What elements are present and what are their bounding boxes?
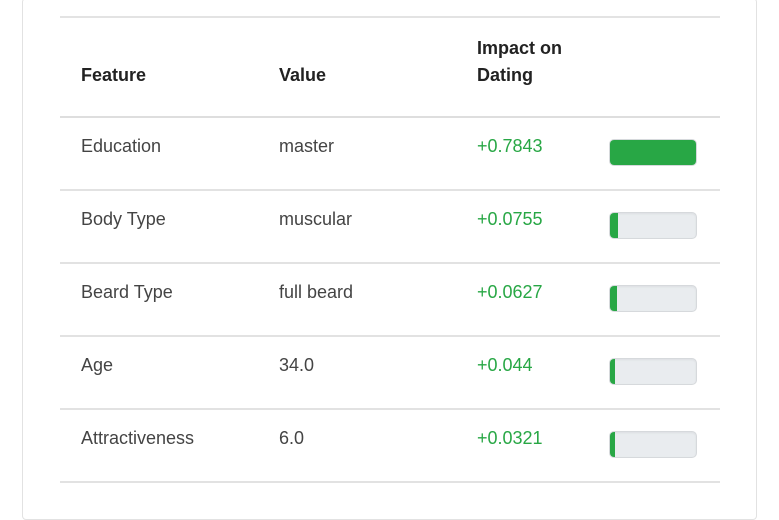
impact-bar	[609, 212, 697, 239]
feature-cell: Education	[81, 136, 162, 156]
impact-bar-fill	[610, 359, 616, 384]
table-row: Education master +0.7843	[60, 117, 720, 190]
impact-cell: +0.0627	[477, 282, 543, 302]
feature-cell: Beard Type	[81, 282, 173, 302]
impact-column-header-label: Impact on Dating	[477, 38, 563, 85]
impact-cell: +0.0321	[477, 428, 543, 448]
table-body: Education master +0.7843 Body Type muscu…	[60, 117, 720, 482]
feature-column-header: Feature	[81, 65, 147, 85]
table-row: Attractiveness 6.0 +0.0321	[60, 409, 720, 482]
impact-bar-fill	[610, 140, 696, 165]
feature-cell: Age	[81, 355, 114, 375]
feature-cell: Body Type	[81, 209, 166, 229]
impact-bar	[609, 139, 697, 166]
impact-cell: +0.0755	[477, 209, 543, 229]
impact-bar-fill	[610, 213, 619, 238]
table-row: Body Type muscular +0.0755	[60, 190, 720, 263]
value-column-header: Value	[279, 65, 327, 85]
impact-bar	[609, 358, 697, 385]
value-cell: muscular	[279, 209, 353, 229]
impact-cell: +0.044	[477, 355, 533, 375]
feature-impact-table: Feature Value Impact on Dating Education…	[60, 16, 720, 483]
value-cell: full beard	[279, 282, 354, 302]
table-row: Age 34.0 +0.044	[60, 336, 720, 409]
feature-cell: Attractiveness	[81, 428, 195, 448]
table-header: Feature Value Impact on Dating	[60, 17, 720, 117]
impact-bar-fill	[610, 286, 617, 311]
impact-cell: +0.7843	[477, 136, 543, 156]
value-cell: master	[279, 136, 335, 156]
table-row: Beard Type full beard +0.0627	[60, 263, 720, 336]
impact-bar	[609, 285, 697, 312]
bar-column-header	[588, 17, 720, 117]
impact-bar-fill	[610, 432, 616, 457]
impact-column-header: Impact on Dating	[456, 17, 588, 117]
value-cell: 6.0	[279, 428, 305, 448]
impact-bar	[609, 431, 697, 458]
header-row: Feature Value Impact on Dating	[60, 17, 720, 117]
value-cell: 34.0	[279, 355, 315, 375]
